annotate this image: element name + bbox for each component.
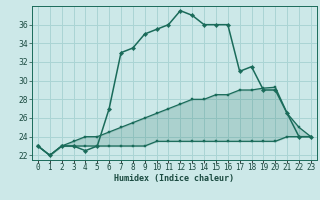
X-axis label: Humidex (Indice chaleur): Humidex (Indice chaleur) xyxy=(115,174,234,183)
